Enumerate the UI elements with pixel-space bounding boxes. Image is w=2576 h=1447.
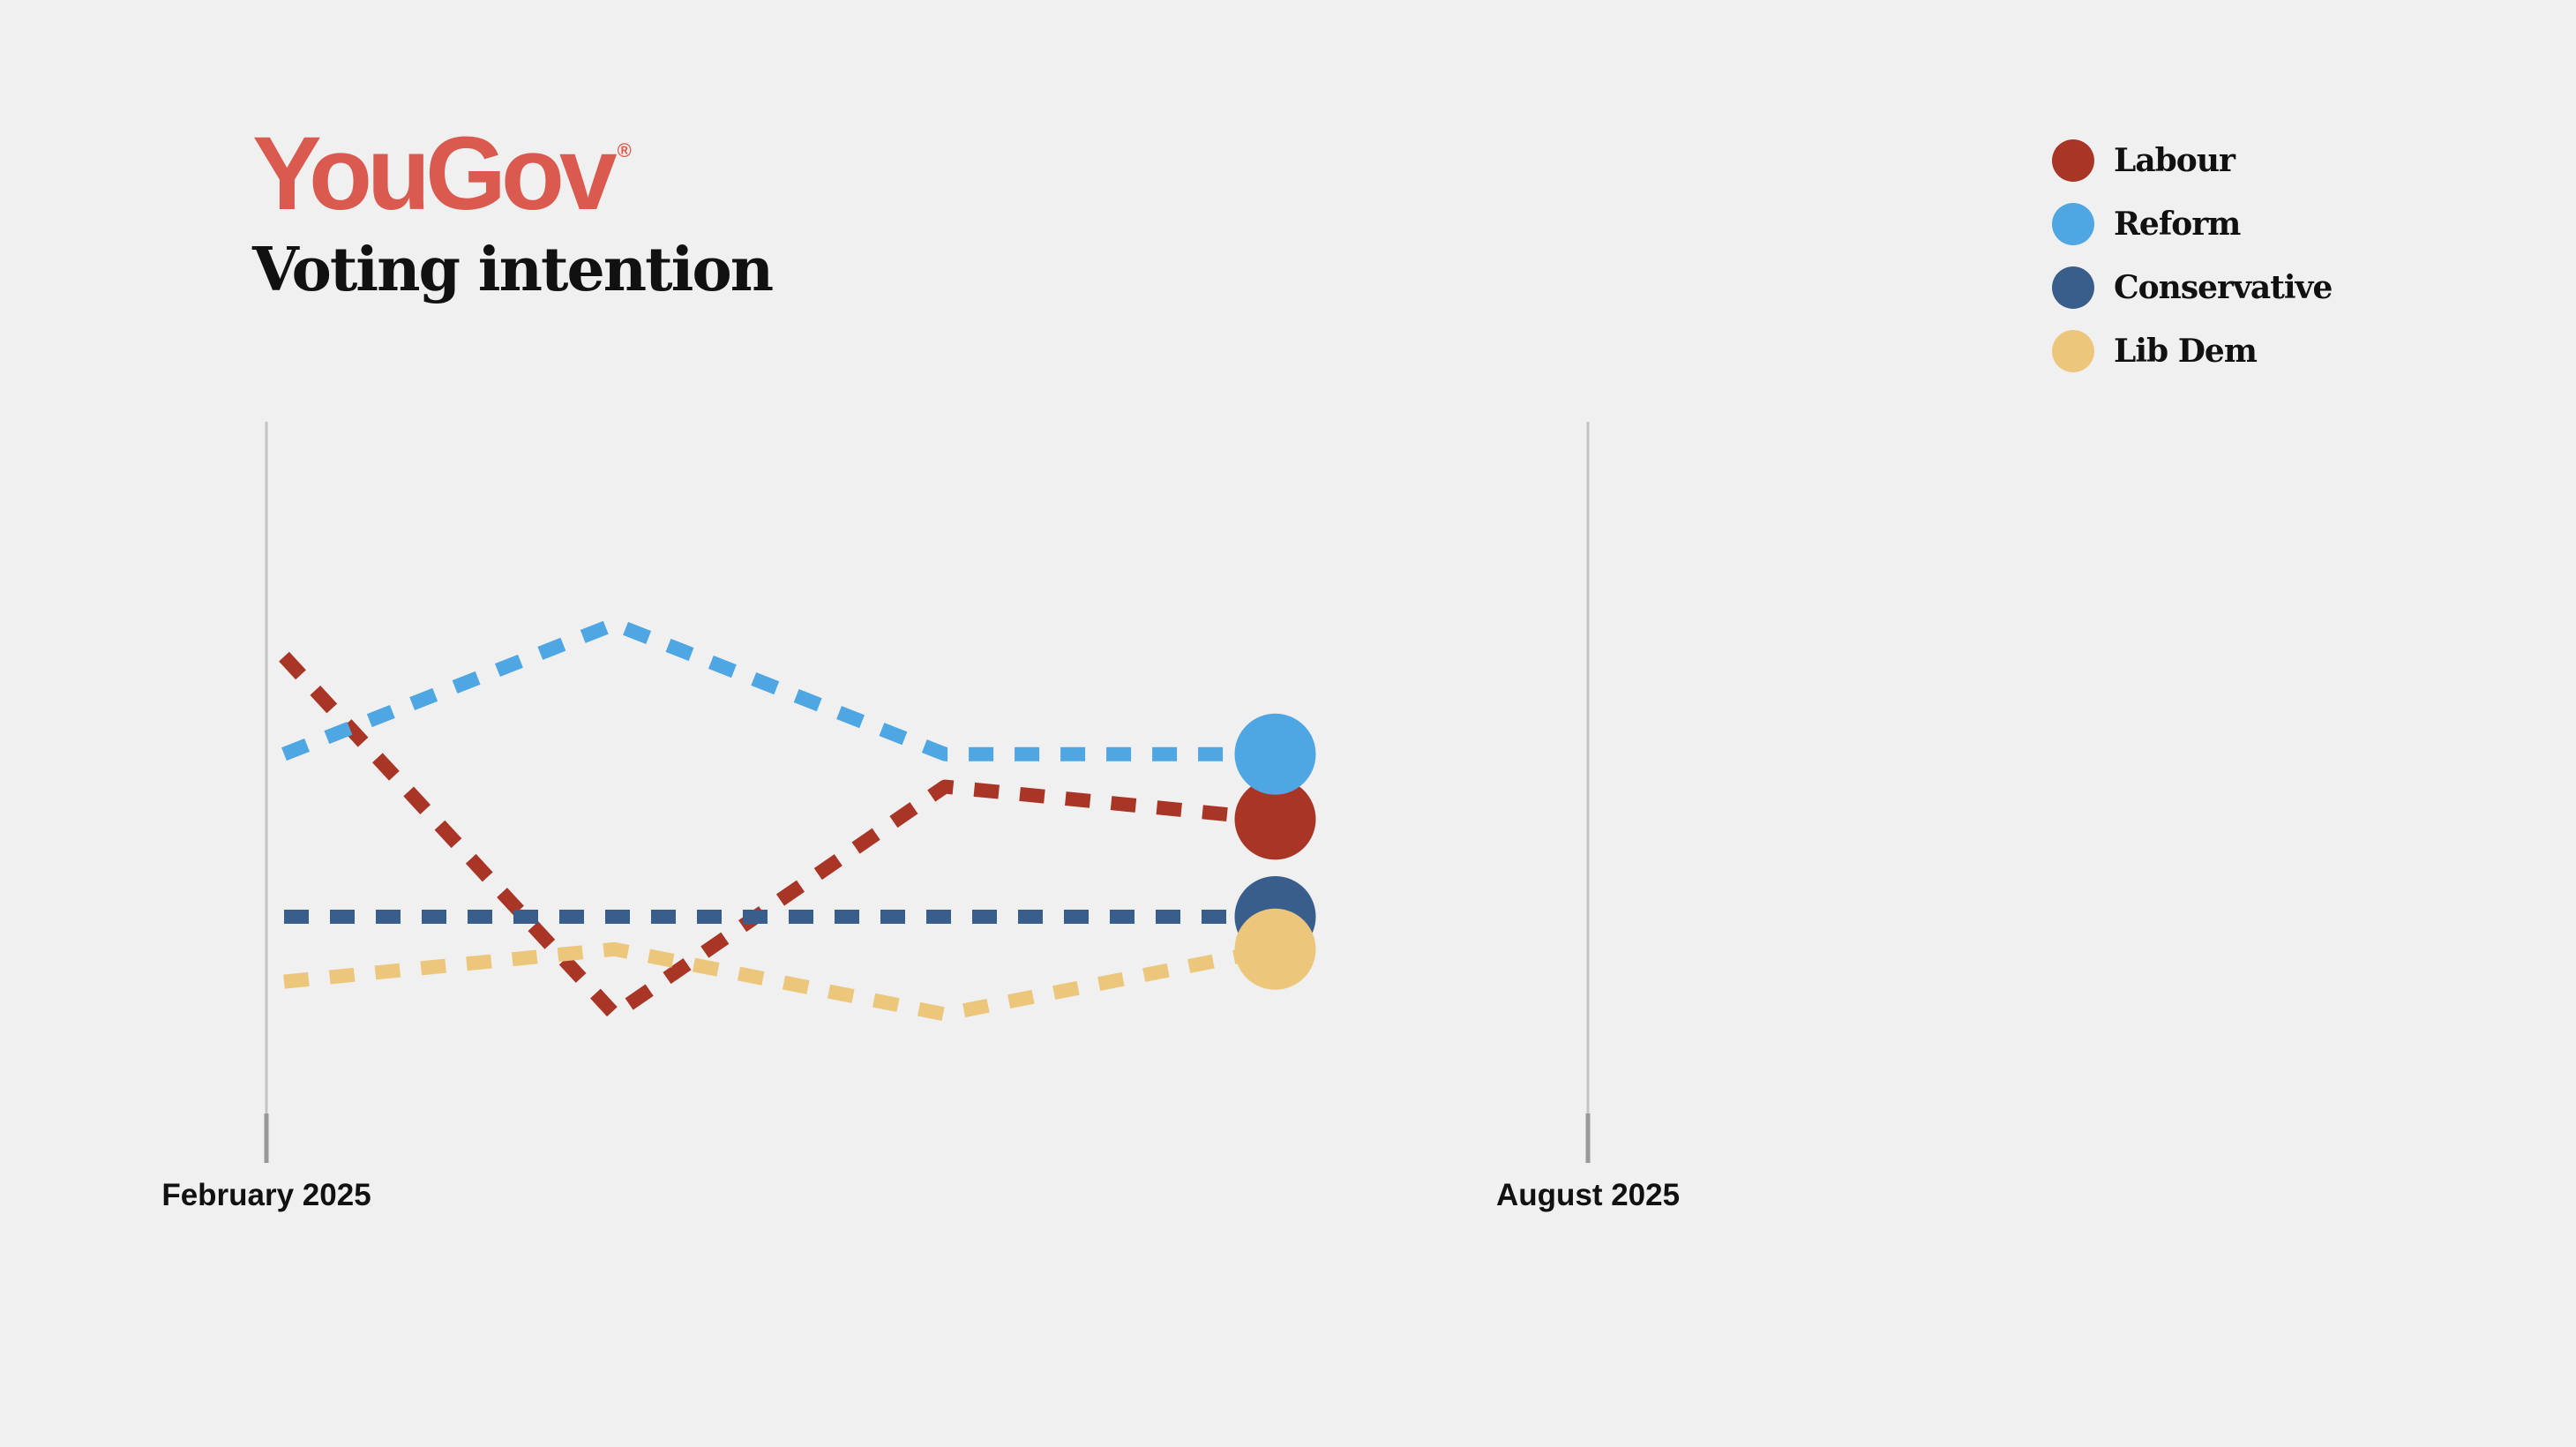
brand-name: YouGov: [252, 116, 618, 232]
legend-swatch-conservative: [2052, 266, 2094, 309]
legend-label-reform: Reform: [2114, 206, 2241, 243]
registered-mark: ®: [617, 139, 632, 161]
data-point-reform-3: [1234, 713, 1316, 795]
data-point-labour-3: [1234, 778, 1316, 860]
legend-swatch-labour: [2052, 139, 2094, 182]
data-point-lib-dem-3: [1234, 908, 1316, 990]
legend-label-labour: Labour: [2114, 142, 2235, 179]
x-tick-label-end: August 2025: [1496, 1178, 1680, 1212]
series-line-labour: [279, 651, 1277, 1022]
legend-swatch-reform: [2052, 203, 2094, 245]
series-line-lib-dem: [283, 941, 1277, 1022]
series-line-reform: [281, 617, 1276, 761]
legend-item-conservative: Conservative: [2052, 256, 2333, 319]
legend-item-labour: Labour: [2052, 129, 2332, 192]
legend-label-conservative: Conservative: [2114, 269, 2333, 306]
x-tick-label-start: February 2025: [161, 1178, 371, 1212]
legend-swatch-lib-dem: [2052, 330, 2094, 372]
chart-title: Voting intention: [252, 235, 774, 305]
legend-label-lib-dem: Lib Dem: [2114, 333, 2258, 370]
chart-legend: Labour Reform Conservative Lib Dem: [2052, 129, 2333, 383]
yougov-logo: YouGov ®: [252, 122, 632, 226]
legend-item-reform: Reform: [2052, 192, 2332, 256]
chart-axes: February 2025 August 2025: [161, 422, 1680, 1212]
legend-item-lib-dem: Lib Dem: [2052, 319, 2332, 383]
series-layer: [279, 617, 1316, 1022]
